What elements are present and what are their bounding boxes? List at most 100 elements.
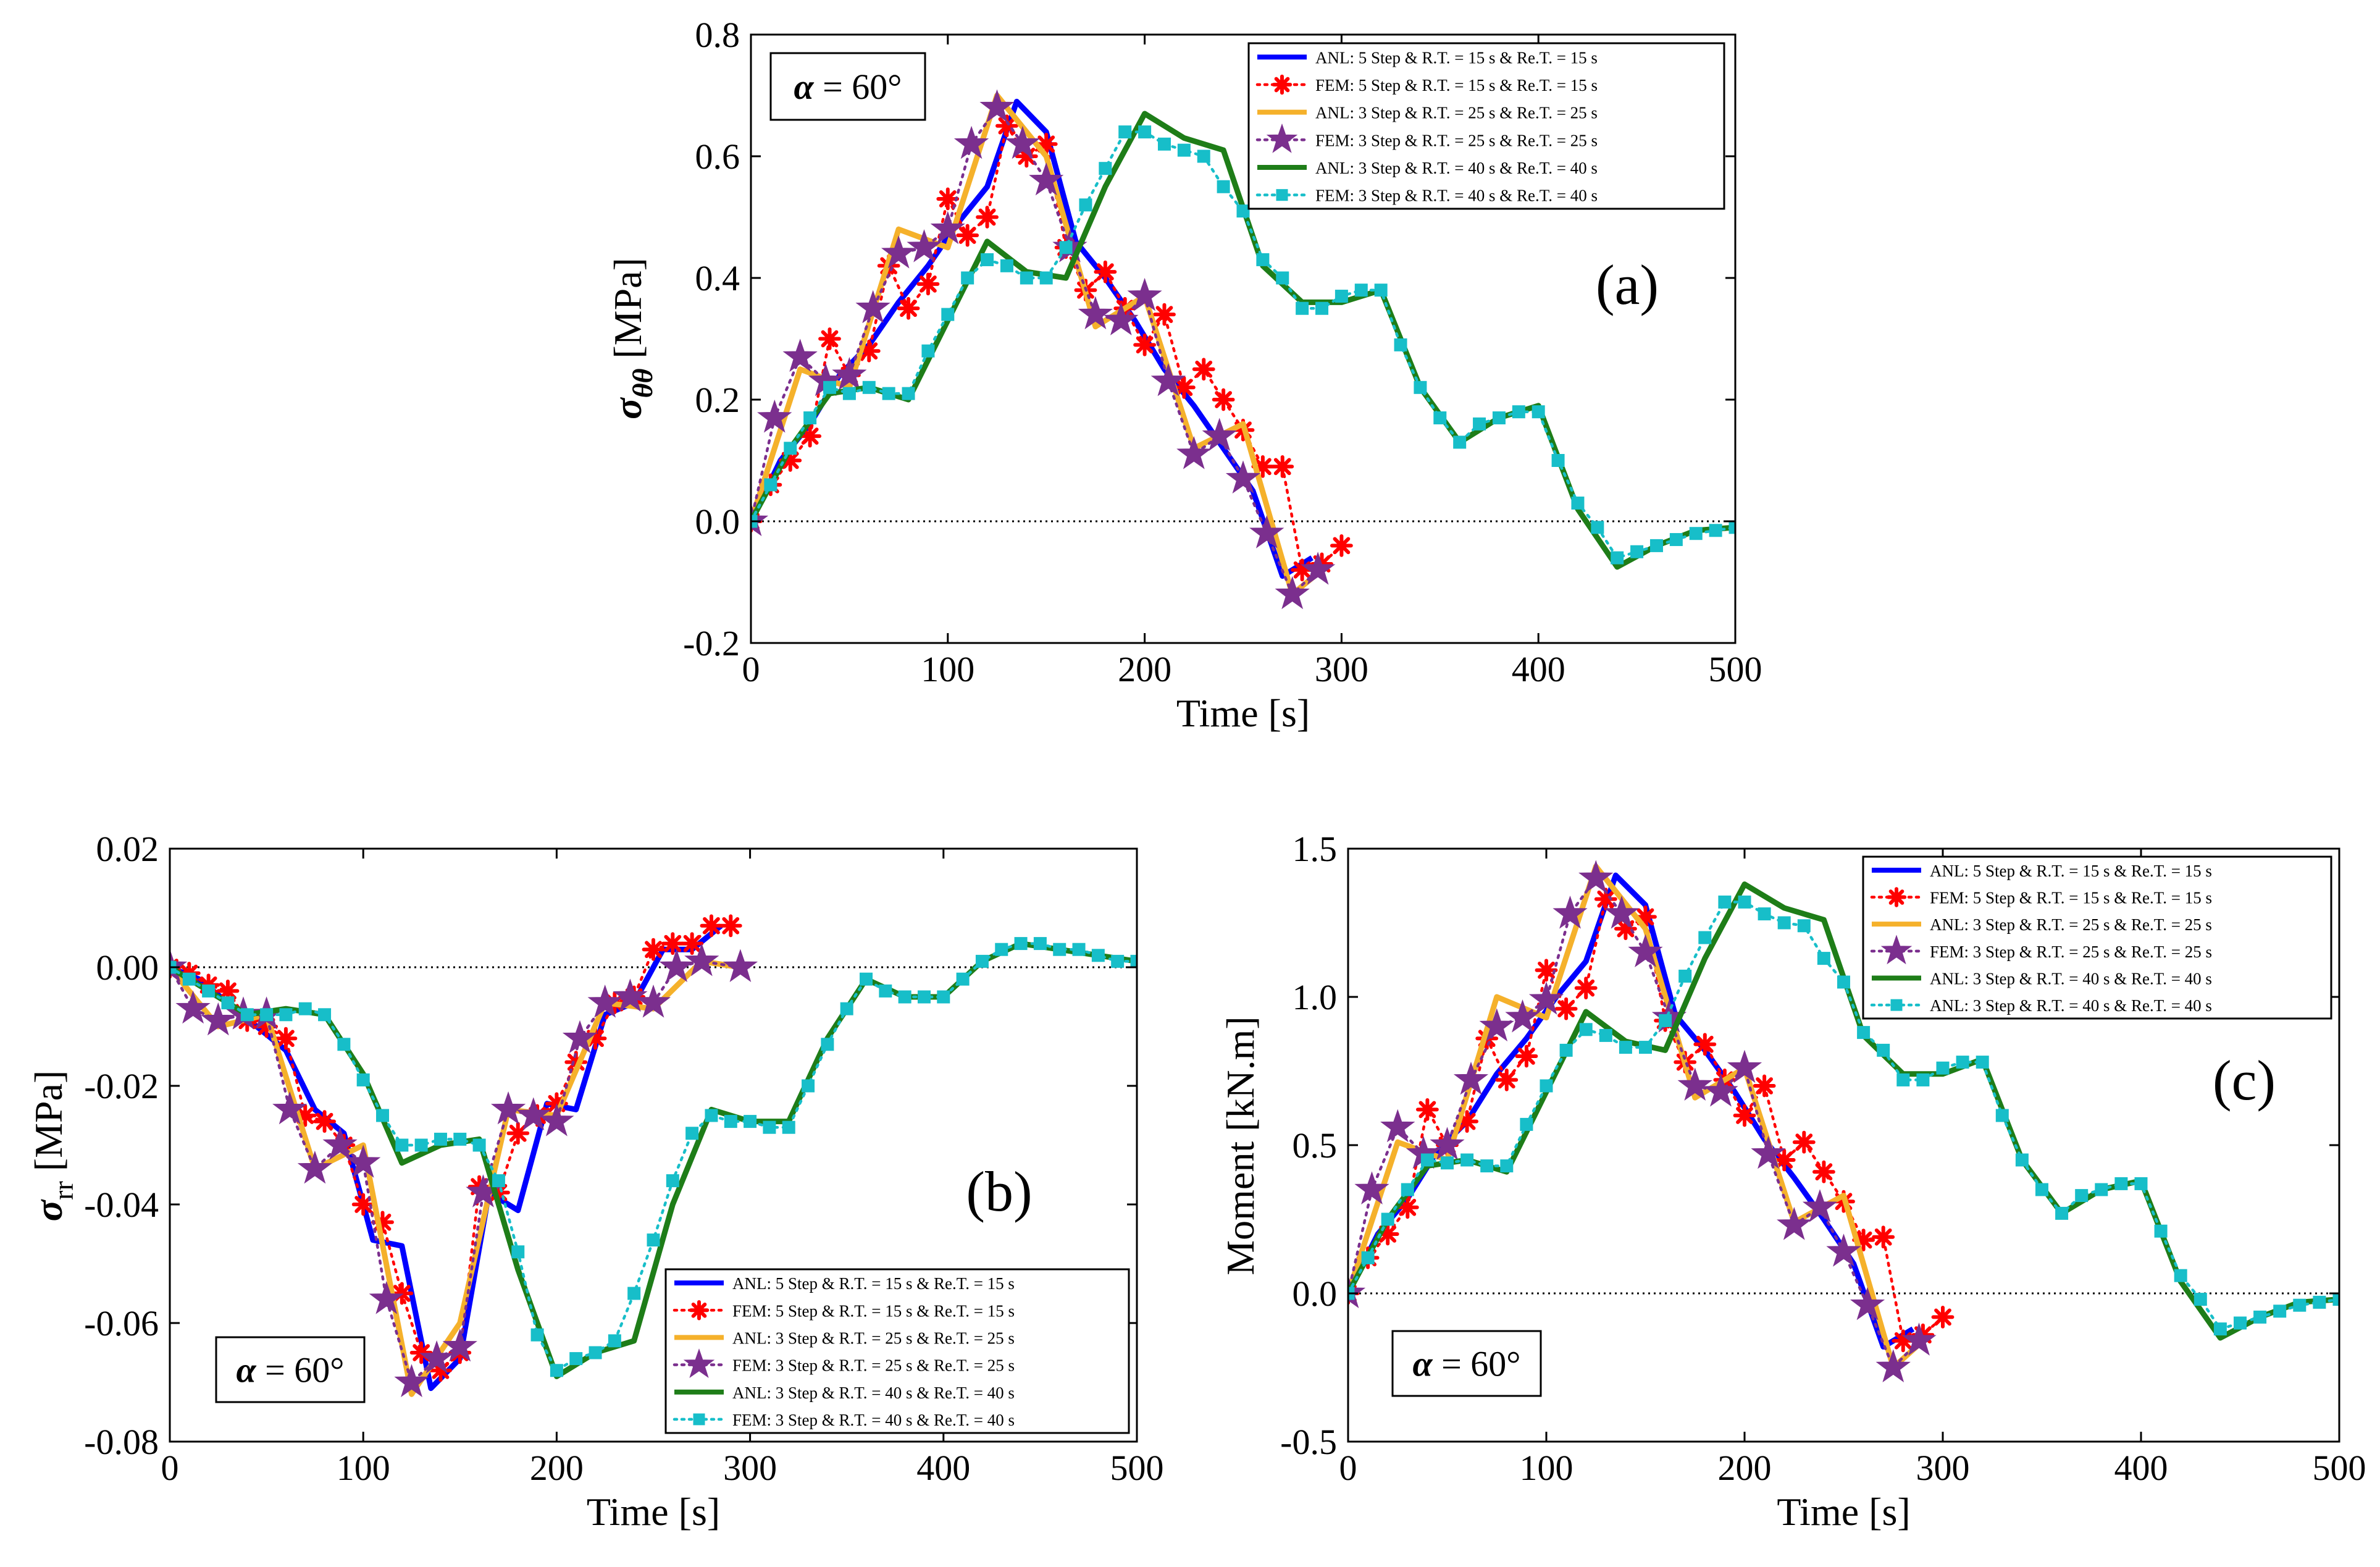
legend-entry: ANL: 3 Step & R.T. = 40 s & Re.T. = 40 s (732, 1384, 1015, 1402)
data-point (1453, 1061, 1489, 1095)
x-tick-label: 100 (921, 649, 974, 689)
data-point (1611, 551, 1624, 565)
data-point (511, 1245, 525, 1259)
x-tick-label: 500 (1110, 1448, 1164, 1488)
data-point (764, 478, 777, 492)
data-point (685, 1127, 699, 1140)
data-point (318, 1008, 332, 1022)
data-point (724, 1115, 737, 1128)
data-point (337, 1038, 351, 1051)
plot-frame (750, 33, 1737, 644)
series-a-3 (751, 89, 1336, 610)
data-point (1677, 1067, 1712, 1101)
data-point (1354, 1171, 1389, 1205)
data-point (666, 1174, 679, 1188)
data-point (1414, 380, 1427, 394)
svg-text:α = 60°: α = 60° (794, 67, 902, 107)
data-point (1669, 533, 1683, 547)
data-point (681, 932, 704, 955)
data-point (313, 1110, 336, 1133)
data-point (723, 949, 758, 983)
data-point (1236, 204, 1250, 218)
data-point (897, 296, 920, 320)
y-tick-label: 0.00 (96, 947, 159, 988)
data-point (1599, 1028, 1612, 1042)
data-point (1441, 1156, 1454, 1170)
y-tick-label: -0.5 (1280, 1422, 1337, 1462)
data-point (1916, 1073, 1930, 1086)
x-tick-label: 300 (1916, 1448, 1970, 1488)
data-point (1709, 524, 1722, 537)
legend-entry: FEM: 5 Step & R.T. = 15 s & Re.T. = 15 s (1315, 76, 1598, 95)
svg-text:α = 60°: α = 60° (237, 1350, 345, 1390)
data-point (274, 1027, 298, 1050)
data-point (516, 1097, 551, 1131)
y-tick-label: 0.2 (695, 380, 740, 420)
legend-entry: FEM: 5 Step & R.T. = 15 s & Re.T. = 15 s (732, 1301, 1015, 1320)
x-tick-label: 200 (1718, 1448, 1772, 1488)
data-point (1552, 896, 1588, 929)
y-tick-label: 0.0 (695, 502, 740, 542)
svg-text:α = 60°: α = 60° (1413, 1344, 1521, 1384)
data-point (2313, 1295, 2326, 1309)
legend: ANL: 5 Step & R.T. = 15 s & Re.T. = 15 s… (664, 1268, 1130, 1434)
y-tick-label: -0.06 (84, 1303, 159, 1343)
legend-entry: FEM: 5 Step & R.T. = 15 s & Re.T. = 15 s (1930, 889, 2212, 907)
x-axis-label: Time [s] (1176, 691, 1310, 735)
data-point (298, 1002, 312, 1015)
data-point (1802, 1189, 1838, 1222)
data-point (1857, 1026, 1871, 1040)
y-tick-label: 1.5 (1293, 829, 1338, 869)
data-point (1118, 125, 1132, 139)
data-point (1480, 1159, 1494, 1173)
data-point (1177, 143, 1191, 157)
y-tick-label: 0.5 (1293, 1125, 1338, 1166)
data-point (1492, 411, 1506, 425)
data-point (705, 1109, 718, 1122)
data-point (1520, 1117, 1533, 1131)
data-point (442, 1328, 477, 1362)
data-point (1078, 296, 1113, 330)
data-point (1460, 1153, 1474, 1167)
data-point (1420, 1153, 1434, 1167)
data-point (1153, 303, 1176, 326)
data-point (550, 1364, 563, 1377)
legend-entry: ANL: 3 Step & R.T. = 40 s & Re.T. = 40 s (1315, 159, 1598, 177)
alpha-annotation: α = 60° (1391, 1330, 1542, 1397)
data-point (1473, 417, 1486, 431)
data-point (937, 990, 950, 1004)
data-point (587, 985, 622, 1018)
data-point (562, 1020, 598, 1054)
data-point (1817, 952, 1830, 965)
data-point (453, 1132, 467, 1146)
data-point (1202, 418, 1237, 452)
data-point (2213, 1322, 2227, 1336)
data-point (1505, 999, 1540, 1033)
data-point (1361, 1251, 1375, 1264)
data-point (221, 996, 235, 1010)
data-point (1649, 539, 1663, 552)
data-point (642, 938, 665, 961)
data-point (1753, 1074, 1776, 1098)
data-point (1133, 333, 1156, 356)
legend-marker (693, 1413, 705, 1426)
data-point (539, 1103, 574, 1136)
data-point (881, 235, 916, 269)
data-point (1225, 460, 1261, 494)
data-point (1812, 1160, 1835, 1183)
data-point (1639, 1041, 1652, 1054)
data-point (956, 972, 970, 986)
data-point (2273, 1304, 2287, 1318)
data-point (995, 943, 1008, 956)
data-point (2174, 1269, 2187, 1282)
legend: ANL: 5 Step & R.T. = 15 s & Re.T. = 15 s… (1247, 42, 1725, 210)
legend-entry: ANL: 5 Step & R.T. = 15 s & Re.T. = 15 s (732, 1274, 1015, 1293)
data-point (1728, 521, 1735, 534)
data-point (1659, 1014, 1672, 1027)
legend-entry: ANL: 3 Step & R.T. = 40 s & Re.T. = 40 s (1930, 970, 2212, 988)
chart-panel-b: 0 100 200 300 400 500 -0.08 -0.06 -0.04 -0.02 0.00… (27, 829, 1164, 1534)
data-point (821, 1038, 834, 1051)
data-point (784, 442, 797, 455)
panel-label: (c) (2213, 1049, 2276, 1112)
data-point (961, 271, 974, 285)
